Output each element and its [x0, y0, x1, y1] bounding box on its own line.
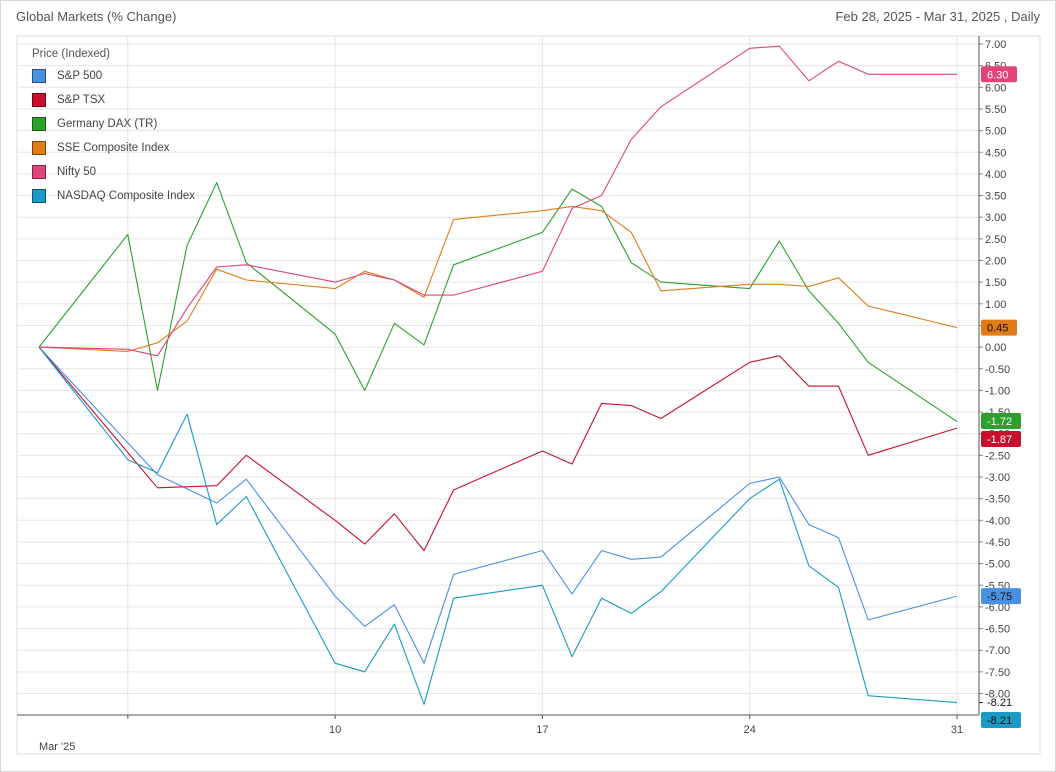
- badge-bg: [981, 588, 1021, 605]
- date-range: Feb 28, 2025 - Mar 31, 2025 , Daily: [835, 9, 1040, 24]
- y-tick-label: 0.00: [985, 342, 1006, 354]
- badge-label: -1.87: [987, 434, 1012, 446]
- y-tick-label: -8.00: [985, 689, 1010, 701]
- y-tick-label: 3.00: [985, 212, 1006, 224]
- badge-label: -8.21: [987, 715, 1012, 727]
- y-tick-label: 1.50: [985, 277, 1006, 289]
- y-tick-label: -5.00: [985, 559, 1010, 571]
- end-value-badge: -1.87: [981, 431, 1021, 447]
- y-tick-label: -4.00: [985, 515, 1010, 527]
- legend-swatch: [32, 93, 46, 107]
- y-tick-label: 6.00: [985, 82, 1006, 94]
- legend-swatch: [32, 141, 46, 155]
- badge-label: 0.45: [987, 323, 1008, 335]
- end-value-badge: -1.72: [981, 413, 1021, 429]
- y-tick-label: 4.50: [985, 147, 1006, 159]
- series-line: [38, 346, 958, 705]
- legend-item[interactable]: Nifty 50: [26, 160, 195, 184]
- badge-bg: [981, 66, 1017, 83]
- x-tick-label: Mar '25: [39, 741, 75, 753]
- y-tick-label: 3.50: [985, 191, 1006, 203]
- series-line: [38, 346, 958, 552]
- legend-label: S&P 500: [57, 70, 103, 82]
- y-tick-label: -6.50: [985, 624, 1010, 636]
- badge-label: -1.72: [987, 416, 1012, 428]
- y-tick-label: -4.50: [985, 537, 1010, 549]
- y-axis-label: Price (Indexed): [32, 48, 110, 60]
- end-value-badge: -5.75: [981, 588, 1021, 605]
- series-line: [38, 45, 957, 357]
- y-tick-label: -0.50: [985, 364, 1010, 376]
- legend-item[interactable]: NASDAQ Composite Index: [26, 184, 195, 208]
- x-tick-label: 24: [744, 724, 756, 736]
- end-value-badge: 6.30: [981, 66, 1017, 83]
- y-tick-label: -6.00: [985, 602, 1010, 614]
- legend-swatch: [32, 189, 46, 203]
- y-tick-label: 7.00: [985, 39, 1006, 51]
- x-tick-label: 17: [536, 724, 548, 736]
- y-tick-label: -7.00: [985, 645, 1010, 657]
- y-tick-label: 1.00: [985, 299, 1006, 311]
- legend-swatch: [32, 165, 46, 179]
- legend-label: Germany DAX (TR): [57, 118, 158, 130]
- y-tick-label: -3.50: [985, 494, 1010, 506]
- legend-item[interactable]: SSE Composite Index: [26, 136, 195, 160]
- badge-label: 6.30: [987, 69, 1008, 81]
- legend-item[interactable]: Germany DAX (TR): [26, 112, 195, 136]
- legend-label: SSE Composite Index: [57, 142, 170, 154]
- y-tick-label: -2.50: [985, 450, 1010, 462]
- end-value-badge: -8.21: [981, 712, 1021, 728]
- y-tick-label: 5.50: [985, 104, 1006, 116]
- series-line: [38, 182, 958, 423]
- y-tick-label: -3.00: [985, 472, 1010, 484]
- y-tick-label: -7.50: [985, 667, 1010, 679]
- legend: Price (Indexed) S&P 500 S&P TSX Germany DA…: [26, 48, 195, 208]
- badge-bg: [981, 431, 1021, 447]
- legend-swatch: [32, 69, 46, 83]
- y-tick-label: 4.00: [985, 169, 1006, 181]
- badge-bg: [981, 712, 1021, 728]
- chart-border: [16, 35, 1041, 755]
- end-value-badge: 0.45: [981, 319, 1017, 336]
- badge-bg: [981, 319, 1017, 336]
- badge-label: -5.75: [987, 591, 1012, 603]
- legend-label: NASDAQ Composite Index: [57, 190, 196, 202]
- legend-label: S&P TSX: [57, 94, 106, 106]
- legend-item[interactable]: S&P TSX: [26, 88, 195, 112]
- x-tick-label: 31: [951, 724, 963, 736]
- x-tick-label: 10: [329, 724, 341, 736]
- y-tick-label: 2.50: [985, 234, 1006, 246]
- legend-item[interactable]: S&P 500: [26, 64, 195, 88]
- y-tick-label: -1.00: [985, 385, 1010, 397]
- legend-label: Nifty 50: [57, 166, 96, 178]
- chart-title: Global Markets (% Change): [16, 9, 177, 24]
- y-tick-label: 2.00: [985, 256, 1006, 268]
- legend-swatch: [32, 117, 46, 131]
- y-tick-label: 5.00: [985, 126, 1006, 138]
- last-value-label: -8.21: [987, 697, 1012, 709]
- badge-bg: [981, 413, 1021, 429]
- series-line: [38, 205, 958, 352]
- series-line: [38, 346, 958, 664]
